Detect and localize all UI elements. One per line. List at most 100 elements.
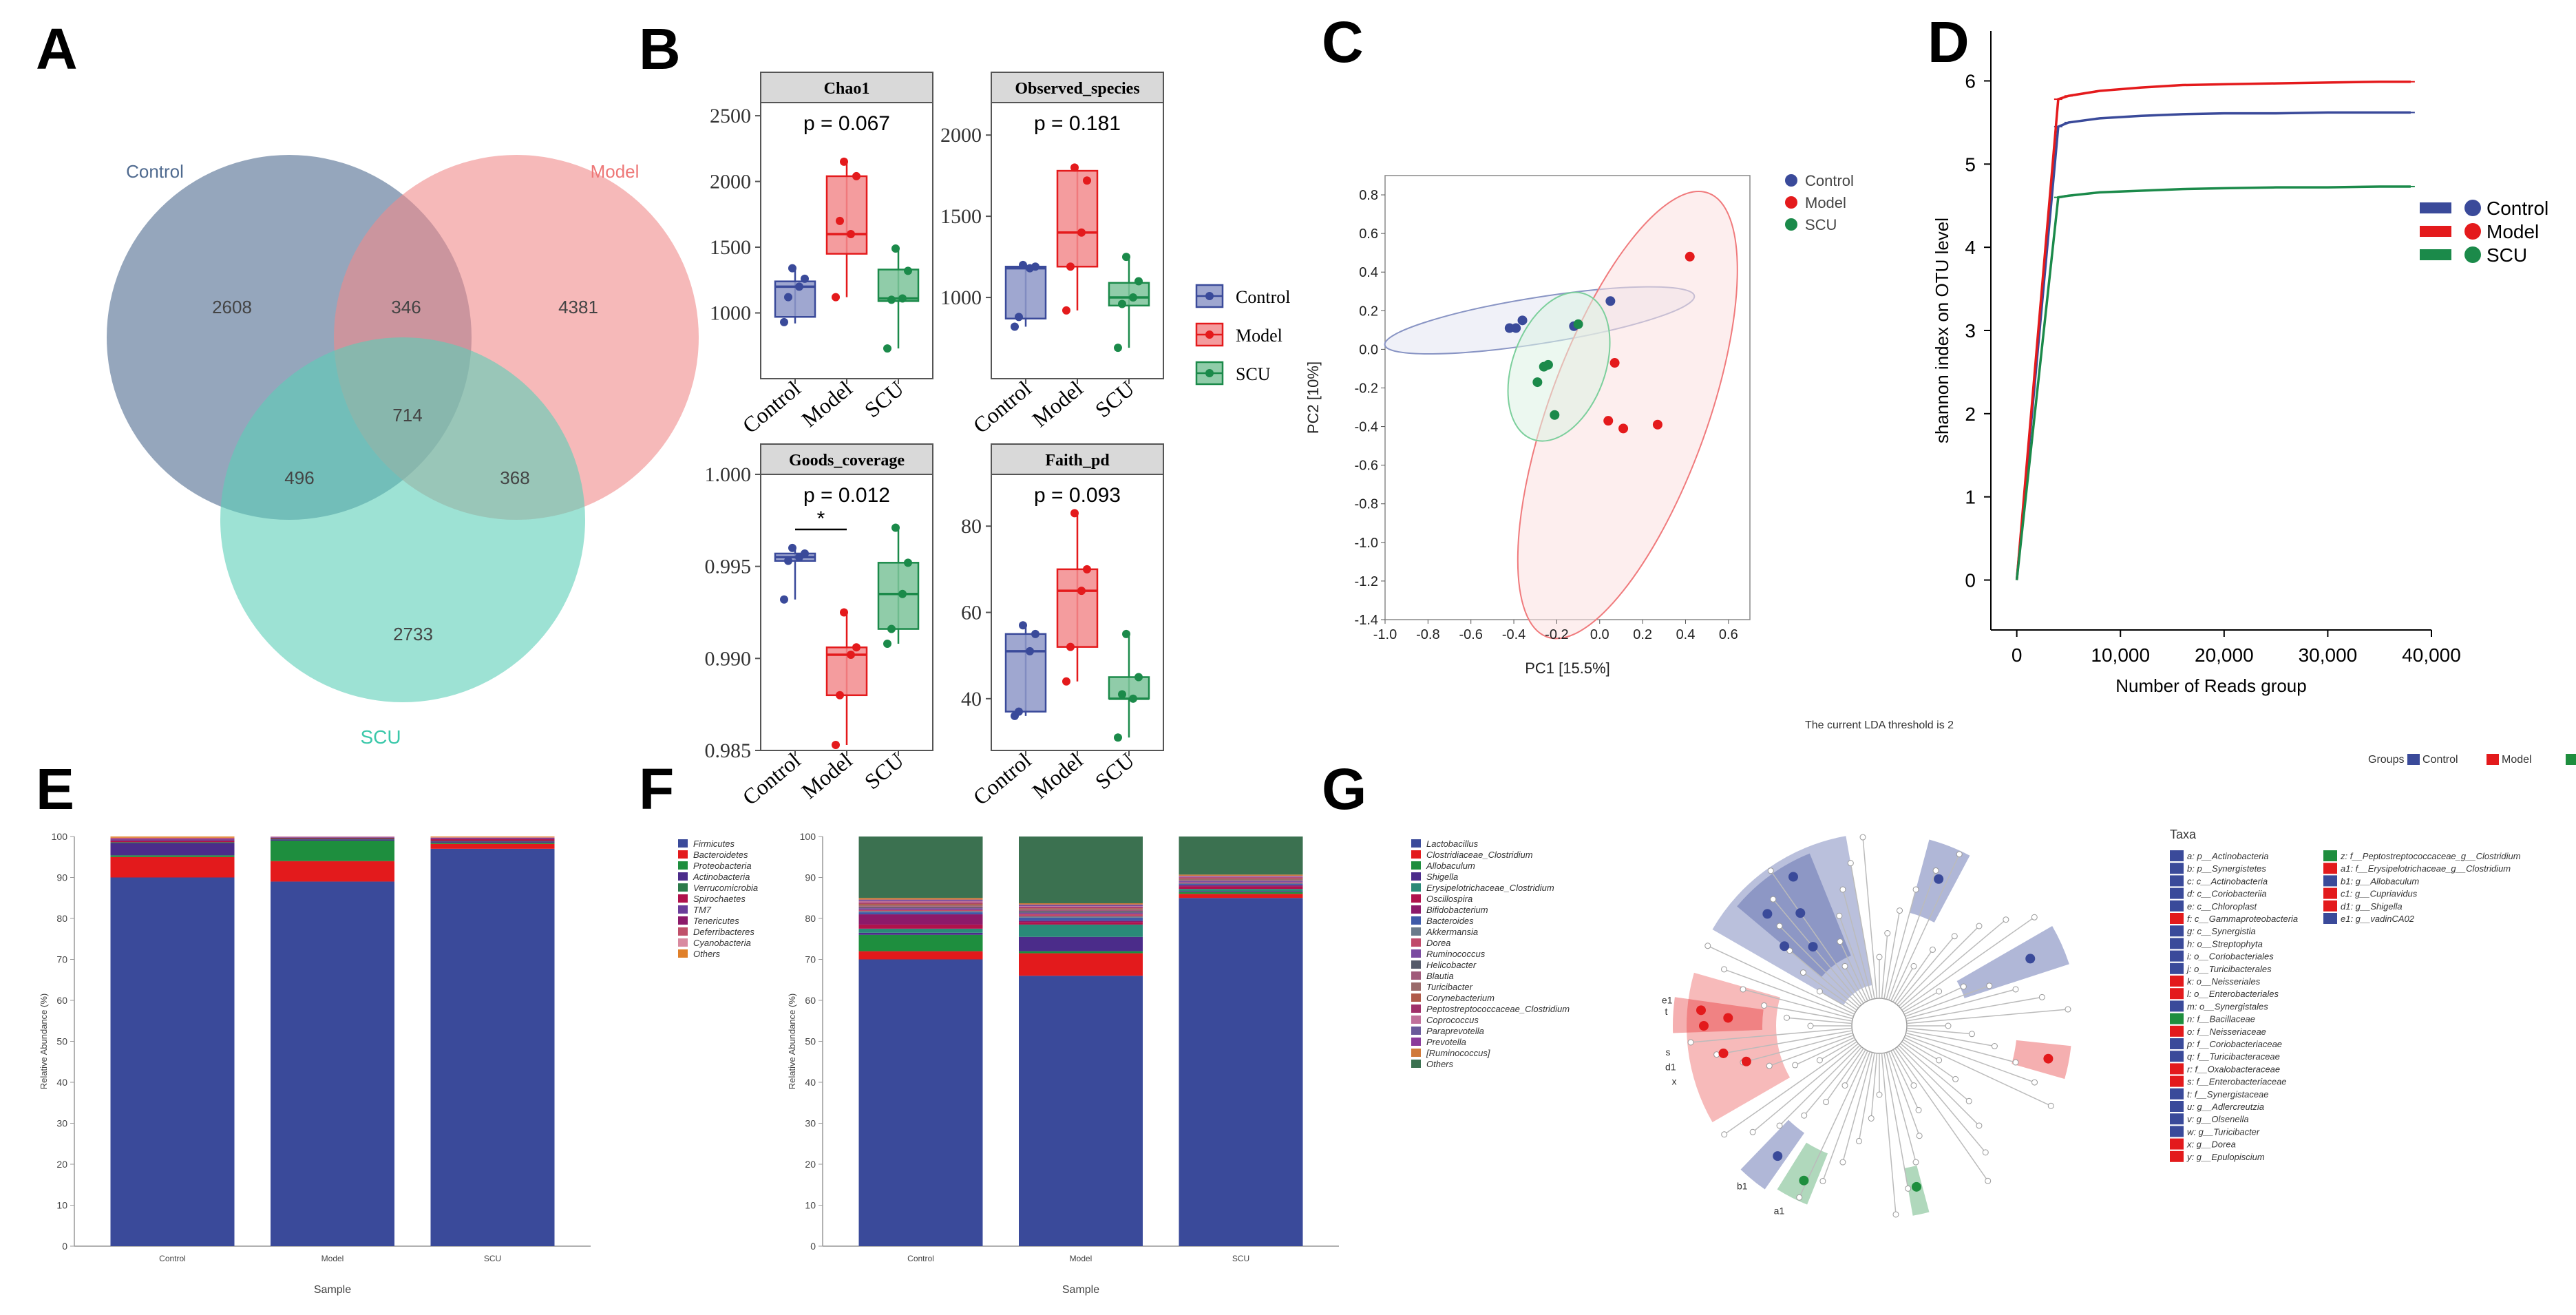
cladogram-node: [1823, 1099, 1830, 1106]
cladogram-node: [1687, 1039, 1694, 1046]
cladogram-node: [1956, 851, 1963, 858]
taxa-swatch: [2170, 988, 2184, 1000]
cladogram-branch: [1903, 1037, 2051, 1106]
y-tick-label: 0.990: [705, 647, 752, 670]
cladogram-enriched-node: [1699, 1021, 1709, 1031]
data-point: [832, 740, 840, 749]
cladogram-branch: [1906, 1027, 1972, 1035]
legend-key-dot: [2464, 200, 2481, 216]
cladogram-node: [1991, 1043, 1998, 1050]
p-value: p = 0.012: [803, 484, 890, 507]
rarefaction-plot: 0 1 2 3 4 5 6 0 10,000 20,000 30,000 40,000 Number o…: [1932, 31, 2548, 696]
legend-label: Erysipelotrichaceae_Clostridium: [1426, 883, 1554, 893]
y-axis-label: Relative Abundance (%): [787, 993, 797, 1089]
bar-segment-cyanobacteria: [110, 837, 235, 839]
clade-highlight-coriobacteriia: [1737, 853, 1851, 978]
cladogram-branch: [1903, 1039, 1939, 1061]
bar-segment-others: [1019, 837, 1143, 903]
sig-star: *: [817, 507, 825, 530]
y-tick-label: 0.995: [705, 556, 752, 578]
pcoa-point-model: [1685, 251, 1695, 262]
bar-segment-firmicutes: [110, 877, 235, 1246]
cladogram-node: [1985, 1177, 1992, 1184]
box-scu: [1108, 676, 1150, 700]
bar-segment-lactobacillus: [858, 959, 983, 1246]
legend-label: Model: [1236, 326, 1282, 346]
bar-segment-proteobacteria: [271, 840, 394, 861]
x-tick-label: Control: [737, 376, 805, 439]
cladogram-node: [1910, 962, 1917, 969]
data-point: [1129, 293, 1137, 302]
taxa-swatch: [2170, 1051, 2184, 1062]
taxa-swatch: [2170, 1088, 2184, 1100]
legend-key-dot: [2464, 223, 2481, 240]
y-tick-label: 20: [805, 1159, 816, 1170]
data-point: [847, 650, 855, 659]
taxa-swatch: [2170, 925, 2184, 937]
group-label: Model: [2502, 754, 2532, 766]
y-tick-label: 90: [56, 872, 67, 883]
cladogram-branch: [1897, 1046, 1986, 1153]
legend-swatch: [1411, 916, 1421, 925]
cladogram-branch: [1905, 989, 2016, 1020]
legend-swatch: [1411, 861, 1421, 870]
y-tick-label: 20: [56, 1159, 67, 1170]
bar-segment-bacteroidetes: [430, 843, 555, 849]
x-tick-label: 20,000: [2195, 644, 2254, 666]
rarefaction-line-scu: [2015, 185, 2411, 580]
cladogram-branch: [1795, 1037, 1855, 1066]
cladogram-branch: [1779, 1044, 1861, 1126]
cladogram-branch: [1690, 1027, 1852, 1043]
cladogram-branch: [1707, 945, 1855, 1015]
data-point: [788, 264, 796, 273]
bar-segment-corynebacterium: [858, 903, 983, 905]
y-axis-label: shannon index on OTU level: [1932, 218, 1952, 443]
cladogram-enriched-node: [1780, 941, 1790, 951]
cladogram-node: [1721, 1131, 1728, 1138]
legend-key-point: [1205, 330, 1214, 339]
cladogram-branch: [1901, 916, 2035, 1011]
panel-letter-c: C: [1322, 10, 1364, 74]
box-control: [1004, 265, 1047, 319]
data-point: [1019, 621, 1027, 630]
legend-swatch: [678, 938, 688, 947]
bar-segment-bifidobacterium: [1179, 885, 1303, 887]
legend-label: Model: [1805, 194, 1846, 211]
y-tick-label: 60: [805, 995, 816, 1006]
clade-label: d1: [1665, 1061, 1676, 1072]
cladogram-node: [1816, 1057, 1823, 1064]
bar-segment-firmicutes: [430, 848, 555, 1246]
taxa-label: s: f__Enterobacteriaceae: [2187, 1077, 2287, 1087]
clade-highlight-epulopiscium: [2012, 1040, 2071, 1080]
data-point: [1031, 629, 1039, 638]
taxa-swatch: [2170, 875, 2184, 887]
bar-segment-others: [1179, 837, 1303, 875]
x-tick-label: -0.2: [1545, 627, 1568, 642]
legend-label: Shigella: [1426, 872, 1458, 882]
bar-segment-erysipelotrichaceae-clostridium: [1179, 889, 1303, 892]
cladogram-branch: [1883, 910, 1901, 999]
legend-label: Prevotella: [1426, 1037, 1466, 1047]
legend-label: Actinobacteria: [693, 872, 750, 882]
x-tick-label: SCU: [1232, 1254, 1249, 1263]
legend-label: Proteobacteria: [693, 861, 752, 871]
x-tick-label: SCU: [484, 1254, 501, 1263]
cladogram-branch: [1888, 1051, 1920, 1137]
x-tick-label: 0: [2012, 644, 2023, 666]
legend-swatch: [678, 916, 688, 925]
data-point: [780, 317, 788, 326]
legend-key-bar: [2420, 202, 2451, 213]
cladogram-node: [1876, 1091, 1883, 1098]
data-point: [1031, 262, 1039, 271]
bar-segment-blautia: [1179, 880, 1303, 881]
x-axis-label: Sample: [1062, 1284, 1099, 1296]
y-tick-label: 0.2: [1359, 304, 1378, 319]
bar-segment-helicobacter: [858, 907, 983, 909]
legend-label: Model: [2487, 221, 2539, 242]
pcoa-point-model: [1652, 419, 1662, 430]
y-tick-label: 2500: [710, 105, 751, 127]
cladogram-node: [1952, 1075, 1959, 1082]
legend-label: Corynebacterium: [1426, 993, 1495, 1003]
clade-label: t: [1665, 1006, 1667, 1017]
data-point: [883, 639, 891, 648]
